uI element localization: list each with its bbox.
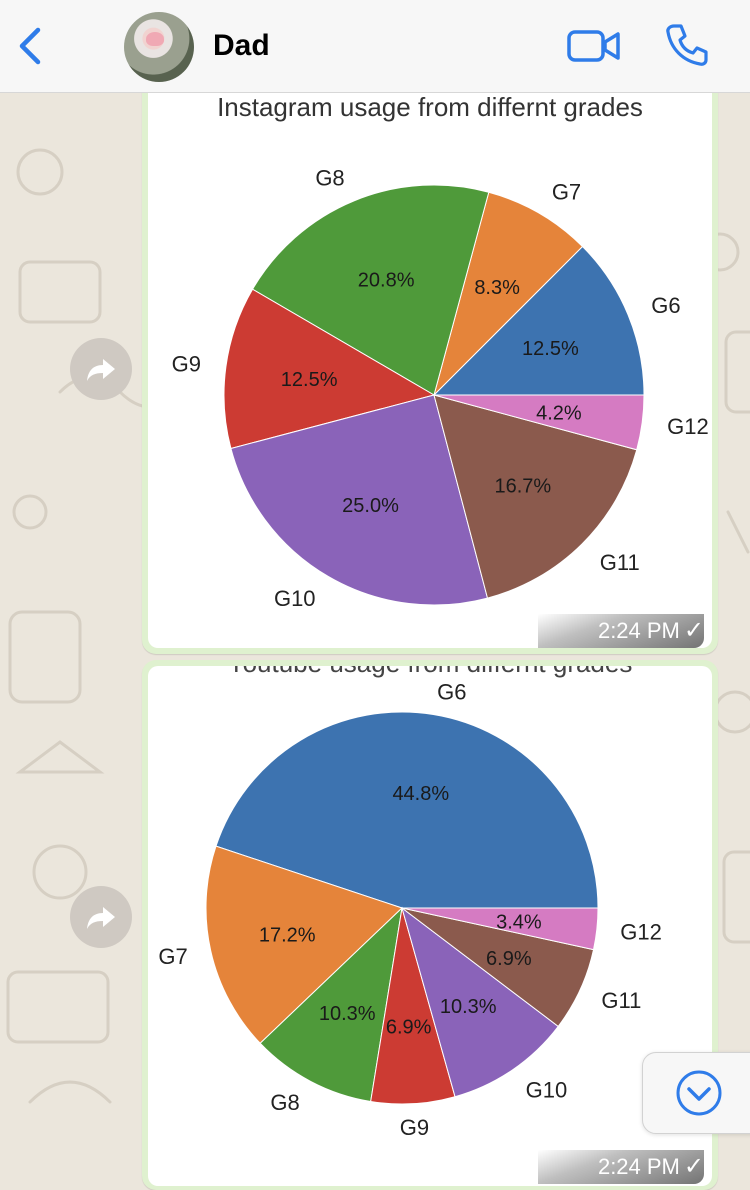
slice-category-label: G11 xyxy=(600,550,640,575)
chevron-down-circle-icon xyxy=(676,1070,722,1116)
slice-percent-label: 20.8% xyxy=(358,269,415,291)
slice-category-label: G10 xyxy=(274,586,316,611)
slice-percent-label: 25.0% xyxy=(342,495,399,517)
pie-slice-g8 xyxy=(251,184,490,396)
delivered-check-icon: ✓ xyxy=(683,617,704,644)
pie-slice-g6 xyxy=(215,711,599,909)
delivered-check-icon: ✓ xyxy=(683,1153,704,1180)
scroll-to-bottom-button[interactable] xyxy=(642,1052,750,1134)
video-call-icon[interactable] xyxy=(566,26,622,66)
slice-category-label: G6 xyxy=(437,679,466,704)
forward-button[interactable] xyxy=(70,338,132,400)
message-timestamp: 2:24 PM ✓ xyxy=(537,1150,704,1184)
pie-slice-g11 xyxy=(433,394,638,599)
chart-title: Youtube usage from differnt grades xyxy=(148,666,712,679)
slice-percent-label: 6.9% xyxy=(486,948,532,970)
slice-percent-label: 12.5% xyxy=(522,338,579,360)
slice-category-label: G11 xyxy=(601,988,641,1013)
slice-category-label: G8 xyxy=(315,165,344,190)
pie-slice-g10 xyxy=(401,906,559,1098)
slice-percent-label: 8.3% xyxy=(474,277,520,299)
pie-slice-g8 xyxy=(259,906,403,1103)
contact-name[interactable]: Dad xyxy=(213,29,270,62)
forward-icon xyxy=(87,907,115,929)
forward-button[interactable] xyxy=(70,886,132,948)
pie-slice-g6 xyxy=(432,245,645,396)
slice-category-label: G10 xyxy=(526,1077,568,1102)
slice-category-label: G7 xyxy=(552,179,581,204)
slice-category-label: G9 xyxy=(400,1115,429,1140)
slice-category-label: G7 xyxy=(158,944,187,969)
slice-percent-label: 44.8% xyxy=(392,783,449,805)
pie-slice-g12 xyxy=(401,907,599,951)
pie-chart: 44.8% G6 17.2% G7 10.3% G8 6.9% G9 10.3% G10 6.9% G… xyxy=(158,679,662,1140)
message-bubble[interactable]: 12.5% G6 8.3% G7 20.8% G8 12.5% G9 25.0% G10 16.7%… xyxy=(142,78,718,654)
pie-slice-g10 xyxy=(230,394,489,606)
pie-chart: 12.5% G6 8.3% G7 20.8% G8 12.5% G9 25.0% G10 16.7%… xyxy=(172,165,709,611)
chart-title: Instagram usage from differnt grades xyxy=(217,92,643,122)
chart-image[interactable]: 12.5% G6 8.3% G7 20.8% G8 12.5% G9 25.0% G10 16.7%… xyxy=(148,78,712,648)
pie-slice-g12 xyxy=(433,394,645,451)
slice-percent-label: 4.2% xyxy=(536,403,582,425)
slice-category-label: G8 xyxy=(270,1090,299,1115)
message-bubble[interactable]: 44.8% G6 17.2% G7 10.3% G8 6.9% G9 10.3% G10 6.9% G… xyxy=(142,660,718,1190)
pie-slice-g7 xyxy=(433,191,584,397)
slice-category-label: G12 xyxy=(620,919,662,944)
slice-percent-label: 10.3% xyxy=(440,996,497,1018)
slice-percent-label: 12.5% xyxy=(281,369,338,391)
slice-percent-label: 10.3% xyxy=(319,1003,376,1025)
slice-percent-label: 16.7% xyxy=(494,475,551,497)
slice-category-label: G9 xyxy=(172,351,201,376)
avatar[interactable] xyxy=(124,12,194,82)
slice-percent-label: 6.9% xyxy=(386,1016,432,1038)
chat-header: Dad xyxy=(0,0,750,93)
message-timestamp: 2:24 PM ✓ xyxy=(537,614,704,648)
forward-icon xyxy=(87,359,115,381)
slice-category-label: G12 xyxy=(667,414,709,439)
slice-percent-label: 17.2% xyxy=(259,925,316,947)
pie-slice-g7 xyxy=(205,845,403,1044)
chart-image[interactable]: 44.8% G6 17.2% G7 10.3% G8 6.9% G9 10.3% G10 6.9% G… xyxy=(148,666,712,1186)
chevron-left-icon[interactable] xyxy=(14,24,48,68)
slice-category-label: G6 xyxy=(651,293,680,318)
phone-call-icon[interactable] xyxy=(664,22,710,68)
slice-percent-label: 3.4% xyxy=(496,912,542,934)
